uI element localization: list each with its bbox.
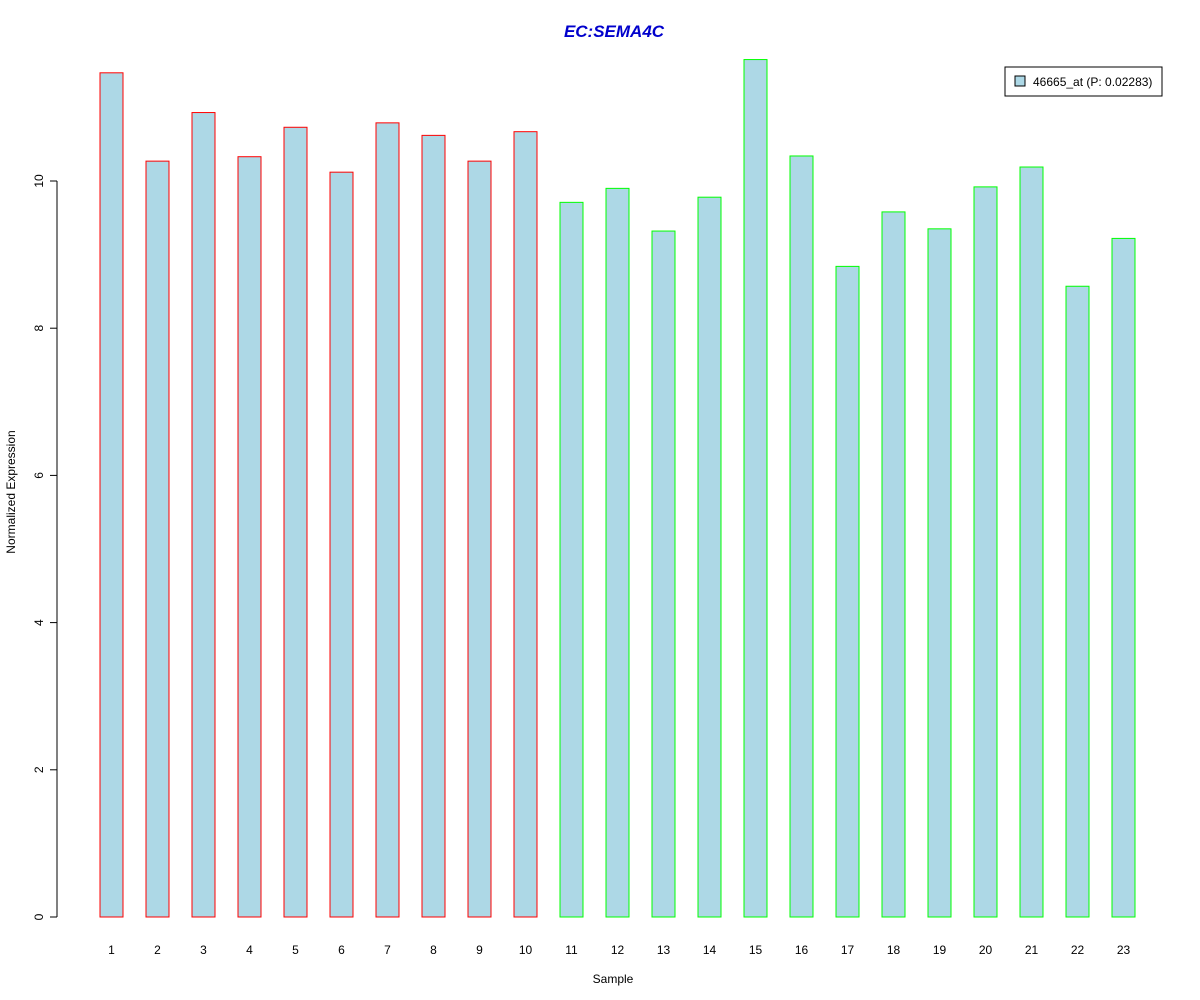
bar-sample-8 [421,134,446,918]
x-tick-label: 9 [476,943,483,957]
x-tick-label: 16 [795,943,809,957]
y-tick-label: 0 [32,913,46,920]
x-tick-label: 6 [338,943,345,957]
x-tick-label: 22 [1071,943,1085,957]
bar-sample-20 [973,186,998,918]
legend-swatch [1014,75,1026,87]
chart-title: EC:SEMA4C [564,22,665,41]
bar-sample-3 [191,112,216,918]
y-tick-label: 8 [32,325,46,332]
bar-sample-22 [1065,285,1090,918]
legend-label: 46665_at (P: 0.02283) [1033,75,1152,89]
x-axis-label: Sample [593,972,634,986]
x-tick-label: 17 [841,943,855,957]
x-tick-label: 11 [565,943,578,957]
legend: 46665_at (P: 0.02283) [1004,66,1163,97]
x-tick-label: 7 [384,943,391,957]
bar-sample-5 [283,126,308,918]
x-tick-label: 3 [200,943,207,957]
x-tick-label: 15 [749,943,763,957]
bar-sample-11 [559,201,584,918]
x-axis-tick-labels: 1 2 3 4 5 6 7 8 9 10 11 12 13 14 15 16 17 18 19 20 21 22 23 [108,943,1130,957]
bar-sample-4 [237,156,262,918]
x-tick-label: 1 [108,943,115,957]
x-tick-label: 14 [703,943,717,957]
bar-sample-21 [1019,166,1044,918]
bar-sample-9 [467,160,492,918]
bar-sample-12 [605,187,630,918]
x-tick-label: 19 [933,943,947,957]
bar-sample-6 [329,171,354,918]
y-tick-label: 6 [32,472,46,479]
y-tick-label: 2 [32,766,46,773]
bar-sample-14 [697,196,722,918]
x-tick-label: 12 [611,943,625,957]
x-tick-label: 23 [1117,943,1131,957]
bar-sample-1 [99,72,124,918]
x-tick-label: 13 [657,943,671,957]
bar-sample-7 [375,122,400,918]
x-tick-label: 5 [292,943,299,957]
bar-sample-16 [789,155,814,918]
y-axis-ticks: 0 2 4 6 8 10 [32,174,57,920]
x-tick-label: 4 [246,943,253,957]
x-tick-label: 8 [430,943,437,957]
bar-sample-23 [1111,237,1136,918]
y-tick-label: 10 [32,174,46,188]
bar-sample-15 [743,59,768,918]
x-tick-label: 21 [1025,943,1039,957]
x-tick-label: 2 [154,943,161,957]
bars-group [99,59,1136,918]
bar-sample-13 [651,230,676,918]
x-tick-label: 10 [519,943,533,957]
y-tick-label: 4 [32,619,46,626]
bar-sample-19 [927,228,952,918]
bar-sample-18 [881,211,906,918]
bar-sample-2 [145,160,170,918]
bar-sample-17 [835,265,860,918]
x-tick-label: 20 [979,943,993,957]
y-axis-label: Normalized Expression [4,430,18,553]
bar-sample-10 [513,131,538,918]
legend-box [1004,66,1163,97]
x-tick-label: 18 [887,943,901,957]
